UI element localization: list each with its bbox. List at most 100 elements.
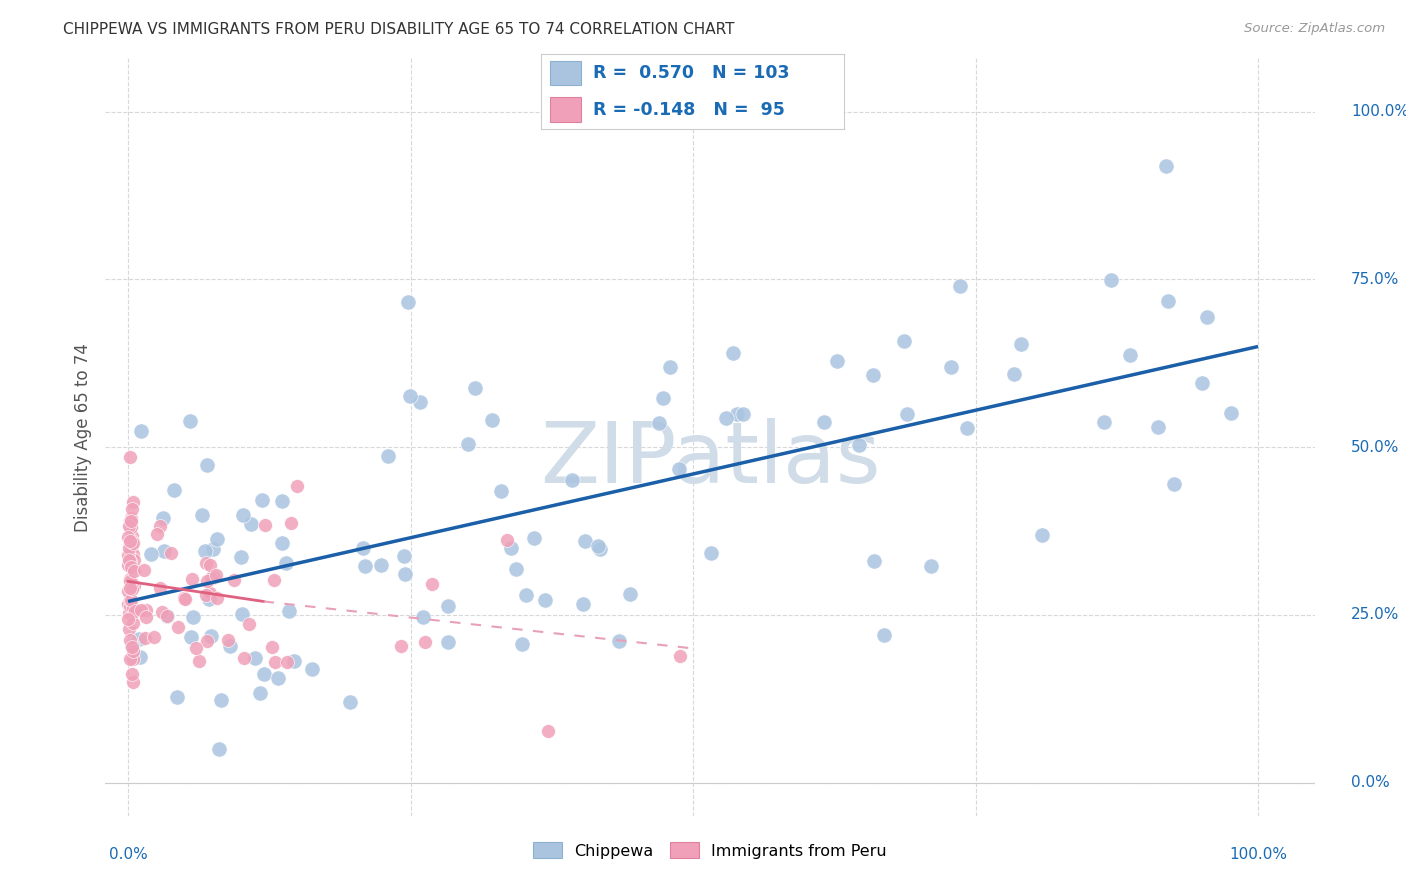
Text: 75.0%: 75.0% (1351, 272, 1399, 287)
Point (118, 535, 141, 549)
Point (588, 540, 610, 554)
Point (862, 368, 884, 382)
Point (588, 541, 610, 556)
Point (1163, 477, 1185, 491)
Point (118, 518, 141, 533)
Point (271, 493, 294, 508)
Point (118, 514, 141, 528)
Point (118, 450, 141, 464)
Point (238, 616, 260, 631)
Point (271, 535, 294, 549)
Point (231, 549, 253, 564)
Point (813, 415, 835, 429)
Point (233, 651, 256, 665)
Point (122, 536, 145, 550)
Point (181, 572, 204, 586)
Point (120, 539, 142, 553)
Point (266, 671, 288, 685)
Point (117, 584, 139, 599)
Point (195, 588, 218, 602)
Point (389, 639, 412, 653)
Point (118, 553, 141, 567)
Point (648, 416, 671, 430)
Y-axis label: Disability Age 65 to 74: Disability Age 65 to 74 (73, 343, 91, 532)
Point (120, 597, 142, 611)
Point (120, 511, 142, 525)
Point (142, 630, 165, 644)
Point (117, 548, 139, 562)
Text: 100.0%: 100.0% (1229, 847, 1286, 862)
Point (370, 558, 392, 572)
Point (173, 591, 195, 606)
Point (120, 575, 142, 590)
Point (523, 531, 546, 545)
Point (198, 586, 221, 600)
Bar (550, 62, 581, 86)
Point (1191, 376, 1213, 391)
Point (668, 461, 690, 475)
Point (207, 591, 229, 605)
Point (118, 541, 141, 556)
Point (285, 479, 308, 493)
Point (201, 542, 224, 557)
Point (191, 508, 214, 523)
Point (150, 605, 173, 619)
Point (232, 508, 254, 522)
Point (263, 655, 285, 669)
Point (501, 541, 523, 555)
Point (120, 554, 142, 568)
Point (276, 655, 298, 669)
Point (863, 554, 886, 568)
Point (872, 628, 894, 642)
Point (939, 360, 962, 375)
Point (124, 604, 146, 618)
Point (1010, 337, 1032, 351)
Point (250, 492, 273, 507)
Point (489, 484, 512, 499)
Point (278, 604, 301, 618)
Point (146, 526, 169, 541)
Point (209, 692, 232, 706)
Point (122, 547, 145, 561)
Point (121, 667, 143, 681)
Point (121, 640, 143, 654)
Point (135, 603, 157, 617)
Point (120, 593, 142, 607)
Point (510, 637, 533, 651)
Point (394, 549, 416, 564)
Point (254, 518, 277, 533)
Point (249, 686, 271, 700)
Point (354, 559, 377, 574)
Point (149, 581, 172, 595)
Point (352, 541, 374, 555)
Point (129, 425, 152, 439)
Point (1157, 293, 1180, 308)
Point (122, 553, 145, 567)
Point (153, 544, 176, 558)
Text: R =  0.570   N = 103: R = 0.570 N = 103 (593, 64, 789, 82)
Point (139, 548, 162, 562)
Point (574, 533, 596, 548)
Point (122, 600, 145, 615)
Point (217, 632, 239, 647)
Point (184, 641, 207, 656)
Point (893, 334, 915, 348)
Point (118, 606, 141, 620)
Point (572, 597, 595, 611)
Point (253, 666, 276, 681)
Point (668, 648, 690, 663)
Point (607, 634, 630, 648)
Point (339, 695, 361, 709)
Point (156, 608, 179, 623)
Point (122, 579, 145, 593)
Point (920, 558, 942, 573)
Point (396, 294, 419, 309)
Point (464, 381, 486, 395)
Point (1092, 415, 1115, 429)
Point (263, 574, 285, 588)
Point (181, 610, 204, 624)
Point (118, 651, 141, 665)
Point (827, 353, 849, 368)
Text: 100.0%: 100.0% (1351, 104, 1406, 120)
Point (280, 516, 302, 530)
